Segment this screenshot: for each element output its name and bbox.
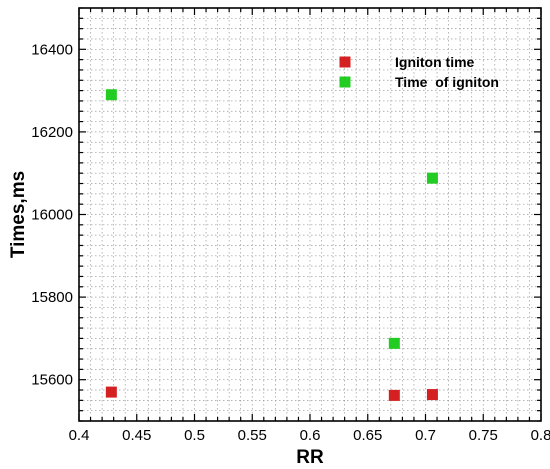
data-point-series-2: [426, 172, 438, 184]
y-axis-title: Times,ms: [8, 171, 29, 258]
grid: [79, 8, 541, 421]
legend-marker-2: [339, 76, 351, 88]
data-point-series-2: [105, 89, 117, 101]
x-tick-label: 0.45: [122, 427, 151, 444]
legend: Igniton time Time of igniton: [339, 54, 499, 90]
y-tick-label: 16200: [31, 124, 73, 141]
y-tick-labels: 15600 15800 16000 16200 16400: [31, 41, 73, 388]
data-point-series-1: [105, 386, 117, 398]
x-tick-labels: 0.4 0.45 0.5 0.55 0.6 0.65 0.7 0.75 0.8: [69, 427, 550, 444]
data-point-series-1: [426, 389, 438, 401]
data-point-series-2: [388, 337, 400, 349]
legend-marker-1: [339, 56, 351, 68]
legend-label-1: Igniton time: [395, 54, 475, 70]
y-tick-label: 16000: [31, 207, 73, 224]
x-tick-label: 0.7: [415, 427, 436, 444]
y-tick-label: 16400: [31, 41, 73, 58]
x-tick-label: 0.5: [184, 427, 205, 444]
x-tick-label: 0.6: [300, 427, 321, 444]
legend-label-2: Time of igniton: [395, 74, 499, 90]
x-tick-label: 0.65: [353, 427, 382, 444]
x-tick-label: 0.4: [69, 427, 90, 444]
data-point-series-1: [388, 389, 400, 401]
y-tick-label: 15600: [31, 372, 73, 389]
x-tick-label: 0.55: [238, 427, 267, 444]
data-points: [105, 89, 438, 401]
x-tick-label: 0.75: [469, 427, 498, 444]
x-tick-label: 0.8: [531, 427, 550, 444]
plot-frame: [78, 7, 542, 422]
y-tick-label: 15800: [31, 289, 73, 306]
x-axis-title: RR: [296, 447, 324, 468]
